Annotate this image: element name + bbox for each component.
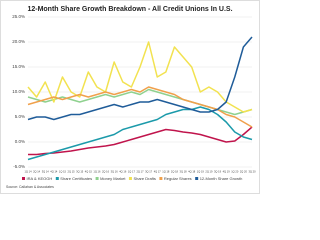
x-tick-label: 3Q 18 [180, 170, 188, 174]
x-tick-label: 2Q 14 [33, 170, 41, 174]
legend-swatch [95, 177, 99, 180]
y-tick-label: 25.0% [12, 14, 25, 19]
x-tick-label: 3Q 20 [248, 170, 256, 174]
x-tick-label: 1Q 15 [59, 170, 67, 174]
x-tick-label: 3Q 15 [76, 170, 84, 174]
x-tick-label: 1Q 14 [24, 170, 32, 174]
legend-swatch [55, 177, 59, 180]
source: Source: Callahan & Associates [6, 185, 54, 189]
x-tick-label: 1Q 16 [93, 170, 101, 174]
chart-title: 12-Month Share Growth Breakdown - All Cr… [27, 6, 232, 13]
legend-swatch [22, 177, 25, 180]
series-line [27, 36, 253, 121]
series-line [27, 106, 253, 161]
legend-label: IRA & KEOGH [27, 176, 53, 181]
legend-swatch [128, 177, 132, 180]
x-tick-label: 3Q 14 [42, 170, 50, 174]
y-tick-label: 5.0% [15, 114, 25, 119]
legend-label: 12-Month Share Growth [200, 176, 243, 181]
x-tick-label: 1Q 20 [231, 170, 239, 174]
series-line [27, 86, 253, 128]
x-tick-label: 2Q 19 [205, 170, 213, 174]
y-tick-label: 0.0% [15, 139, 25, 144]
frame [0, 0, 260, 194]
x-tick-label: 1Q 18 [162, 170, 170, 174]
y-tick-label: -5.0% [13, 164, 25, 169]
series-line [28, 126, 253, 156]
x-tick-label: 2Q 16 [102, 170, 110, 174]
legend-label: Money Market [100, 176, 126, 181]
series-line [27, 41, 253, 113]
legend-swatch [195, 177, 199, 180]
x-tick-label: 4Q 16 [119, 170, 127, 174]
y-tick-label: 10.0% [12, 89, 25, 94]
x-tick-label: 4Q 19 [223, 170, 231, 174]
legend-label: Regular Shares [164, 176, 192, 181]
x-tick-label: 4Q 18 [188, 170, 196, 174]
x-tick-label: 4Q 14 [50, 170, 58, 174]
x-tick-label: 2Q 15 [68, 170, 76, 174]
x-tick-label: 1Q 17 [128, 170, 136, 174]
legend-label: Share Drafts [133, 176, 155, 181]
y-tick-label: 15.0% [12, 64, 25, 69]
y-tick-label: 20.0% [12, 39, 25, 44]
legend-label: Share Certificates [60, 176, 92, 181]
x-tick-label: 2Q 20 [240, 170, 248, 174]
legend-swatch [159, 177, 163, 180]
x-tick-label: 2Q 18 [171, 170, 179, 174]
x-tick-label: 2Q 17 [136, 170, 144, 174]
x-tick-label: 1Q 19 [197, 170, 205, 174]
x-tick-label: 4Q 17 [154, 170, 162, 174]
x-tick-label: 3Q 16 [111, 170, 119, 174]
x-tick-label: 3Q 19 [214, 170, 222, 174]
chart: 12-Month Share Growth Breakdown - All Cr… [0, 0, 260, 194]
x-tick-label: 3Q 17 [145, 170, 153, 174]
x-tick-label: 4Q 15 [85, 170, 93, 174]
